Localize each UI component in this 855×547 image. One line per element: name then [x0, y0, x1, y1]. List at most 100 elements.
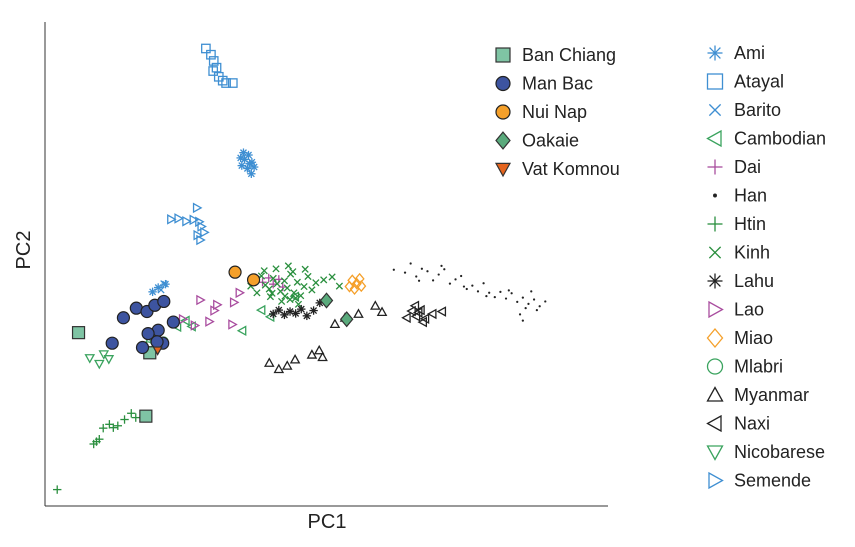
point-miao [349, 282, 360, 296]
point-man-bac [157, 294, 171, 309]
point-han [488, 291, 491, 294]
point-miao [344, 280, 355, 293]
legend-label: Nui Nap [522, 102, 587, 122]
series-miao [344, 272, 367, 296]
point-semende [182, 215, 192, 227]
point-han [499, 290, 502, 293]
legend-marker-oakaie [495, 131, 511, 150]
point-lahu [280, 310, 289, 320]
y-axis-title: PC2 [13, 231, 35, 270]
point-kinh [304, 272, 312, 281]
legend-item-atayal: Atayal [706, 72, 784, 92]
legend-marker-ban-chiang [495, 47, 511, 63]
point-barito [160, 280, 168, 288]
point-lahu [297, 304, 306, 314]
point-kinh [278, 297, 286, 306]
point-han [535, 308, 538, 312]
point-han [521, 296, 524, 299]
point-kinh [273, 280, 281, 288]
point-lahu [269, 309, 278, 319]
legend-marker-lahu [707, 273, 723, 289]
legend-item-mlabri: Mlabri [706, 357, 783, 377]
point-lahu [309, 306, 318, 315]
point-han [426, 270, 429, 273]
point-miao [354, 272, 365, 285]
point-kinh [280, 277, 289, 285]
point-lahu [302, 311, 312, 321]
legend-item-kinh: Kinh [708, 243, 770, 263]
point-han [538, 305, 541, 308]
series-atayal [201, 43, 238, 88]
legend-item-htin: Htin [707, 214, 766, 234]
point-dai [264, 273, 273, 283]
legend-label: Ban Chiang [522, 45, 616, 65]
point-kinh [260, 267, 268, 275]
legend-item-man-bac: Man Bac [495, 74, 593, 94]
point-naxi [406, 305, 416, 317]
point-lao [196, 294, 206, 306]
point-naxi [436, 306, 447, 317]
legend-label: Lahu [734, 271, 774, 291]
series-ban-chiang [71, 326, 157, 423]
point-kinh [293, 278, 301, 286]
point-han [482, 282, 485, 285]
legend-item-vat-komnou: Vat Komnou [494, 159, 620, 179]
data-points [53, 43, 547, 494]
point-ban-chiang [139, 409, 153, 423]
series-han [392, 262, 547, 322]
point-ami [239, 148, 248, 157]
point-semende [167, 214, 177, 225]
legend-label: Barito [734, 100, 781, 120]
series-semende [167, 202, 210, 246]
legend-label: Htin [734, 214, 766, 234]
point-han [462, 285, 466, 288]
legend-marker-vat-komnou [494, 162, 512, 178]
point-han [510, 292, 513, 295]
point-han [544, 300, 547, 303]
legend-label: Ami [734, 43, 765, 63]
legend-item-naxi: Naxi [706, 414, 770, 434]
legend-label: Myanmar [734, 385, 809, 405]
point-han [417, 279, 421, 282]
point-nicobarese [93, 359, 105, 370]
legend-marker-man-bac [495, 75, 511, 92]
point-semende [200, 227, 210, 238]
point-han [437, 273, 440, 276]
series-htin [53, 409, 140, 494]
point-kinh [272, 265, 280, 273]
point-han [507, 289, 510, 292]
point-htin [113, 421, 123, 430]
point-cambodian [236, 325, 247, 337]
point-kinh [292, 294, 300, 302]
point-semende [174, 213, 184, 224]
legend-marker-han [713, 193, 717, 198]
legend-item-cambodian: Cambodian [706, 129, 826, 149]
legend-item-nui-nap: Nui Nap [495, 102, 587, 122]
point-man-bac [141, 327, 155, 341]
point-nicobarese [103, 355, 115, 365]
point-lahu [291, 309, 300, 318]
legend-label: Naxi [734, 414, 770, 434]
point-oakaie [319, 292, 334, 309]
point-oakaie [339, 311, 354, 328]
point-kinh [283, 284, 291, 292]
point-myanmar [329, 318, 341, 329]
point-kinh [290, 289, 298, 297]
point-kinh [286, 295, 294, 304]
point-kinh [300, 282, 308, 291]
legend-item-semende: Semende [708, 471, 811, 491]
point-myanmar [273, 363, 285, 374]
point-kinh [265, 285, 273, 293]
series-lao [178, 287, 246, 331]
point-htin [92, 437, 101, 446]
point-kinh [320, 276, 328, 284]
legend-marker-ami [707, 45, 723, 61]
point-lao [205, 316, 215, 327]
point-myanmar [263, 357, 275, 367]
point-myanmar [376, 306, 388, 317]
point-htin [131, 413, 140, 422]
point-atayal [227, 78, 238, 88]
legend-label: Kinh [734, 243, 770, 263]
point-man-bac [135, 340, 150, 355]
